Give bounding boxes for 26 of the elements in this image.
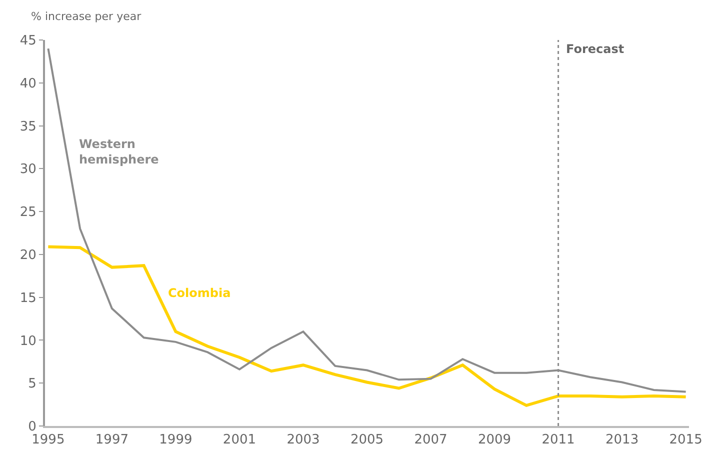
x-tick-label: 2005 [350, 432, 384, 448]
x-tick-label: 2009 [478, 432, 512, 448]
x-tick-label: 2011 [542, 432, 575, 448]
series-label: Colombia [168, 286, 231, 300]
y-tick-label: 5 [28, 376, 36, 392]
y-tick-label: 15 [20, 290, 36, 306]
x-tick-label: 2007 [414, 432, 448, 448]
y-tick-label: 40 [20, 76, 36, 92]
series-label: Western hemisphere [79, 137, 159, 167]
y-tick-label: 20 [20, 248, 36, 263]
ref-line-label: Forecast [566, 42, 624, 56]
x-tick-label: 1999 [159, 432, 192, 448]
x-tick-label: 1997 [95, 432, 128, 448]
y-tick-label: 45 [20, 34, 36, 49]
y-tick-label: 25 [20, 205, 36, 220]
x-tick-label: 1995 [32, 432, 65, 448]
x-tick-label: 2003 [286, 432, 320, 448]
y-tick-label: 0 [28, 420, 36, 435]
y-tick-label: 30 [20, 162, 36, 178]
line-series [46, 245, 688, 407]
x-tick-label: 2013 [606, 432, 639, 448]
y-axis-title: % increase per year [31, 10, 142, 23]
x-tick-label: 2015 [669, 432, 702, 448]
y-tick-label: 35 [20, 119, 36, 134]
y-tick-label: 10 [20, 334, 36, 349]
x-tick-label: 2001 [222, 432, 256, 448]
